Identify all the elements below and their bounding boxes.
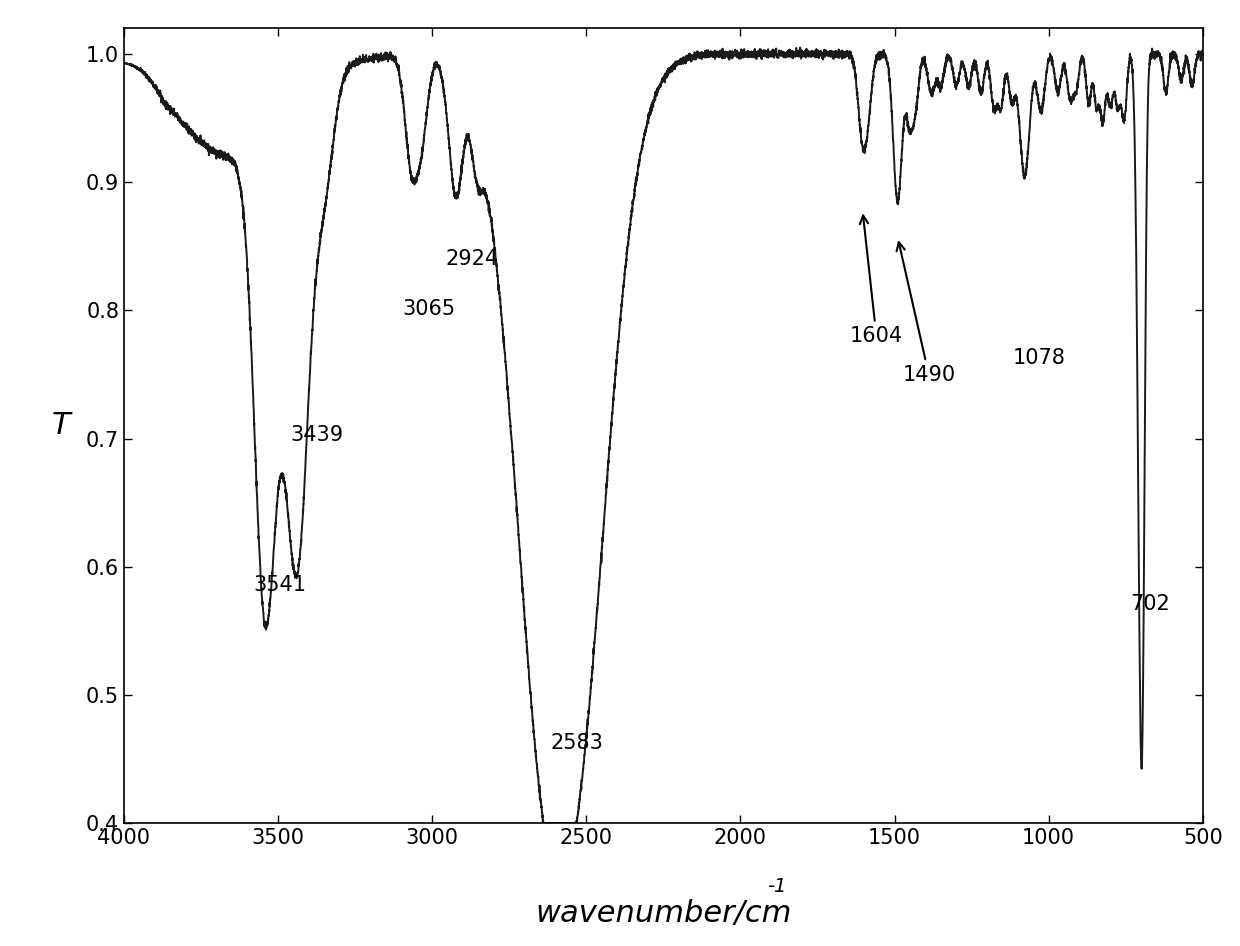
Text: 2924: 2924 <box>445 250 498 270</box>
Text: 1078: 1078 <box>1013 348 1066 368</box>
Text: 3439: 3439 <box>290 425 343 445</box>
Text: 1604: 1604 <box>849 216 903 346</box>
Text: 3065: 3065 <box>403 299 456 320</box>
Text: wavenumber/cm: wavenumber/cm <box>536 899 791 927</box>
Y-axis label: T: T <box>52 412 71 440</box>
Text: 702: 702 <box>1131 594 1171 614</box>
Text: 2583: 2583 <box>551 732 604 752</box>
Text: 1490: 1490 <box>897 242 955 385</box>
Text: 3541: 3541 <box>253 575 306 595</box>
Text: -1: -1 <box>768 877 786 896</box>
